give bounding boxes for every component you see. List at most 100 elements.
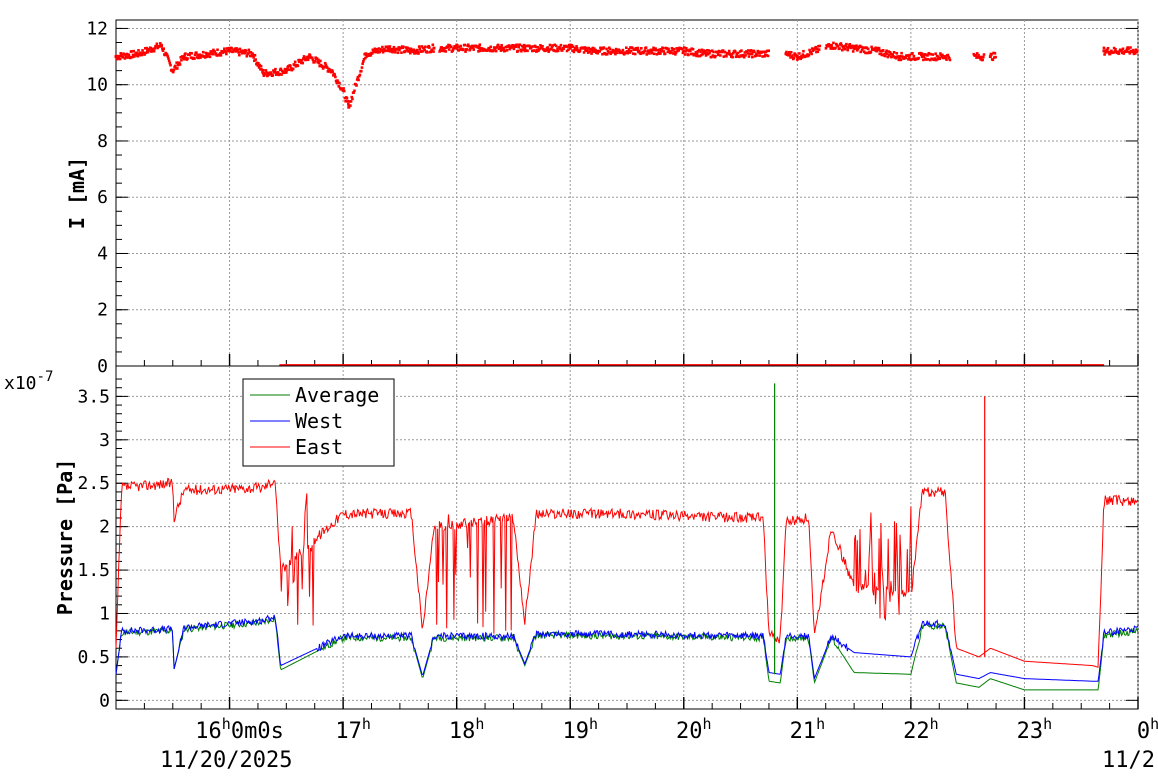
current-point [1117,52,1121,55]
current-point [798,55,802,59]
current-point-anchor [750,52,754,56]
current-y-tick-label: 6 [97,187,108,208]
current-zero-point [763,364,766,367]
current-point [400,51,403,54]
current-zero-point [810,364,814,367]
current-point [1121,51,1124,55]
legend-label-east: East [295,435,343,459]
current-point [417,52,420,55]
current-point [704,49,707,53]
current-zero-point [517,364,521,367]
current-point [127,53,131,57]
current-zero-point [928,364,932,367]
current-point [841,48,844,52]
current-point-anchor [943,55,947,59]
current-point [280,73,283,76]
current-zero-point [617,364,621,367]
current-point [799,57,803,61]
current-point [195,56,199,59]
current-zero-point [906,364,909,367]
current-point [734,55,738,59]
current-point [845,46,849,49]
current-point [255,61,259,65]
current-point [738,50,742,53]
current-point [1112,46,1116,50]
current-zero-point [853,364,857,367]
current-point [357,78,360,82]
current-point [158,42,162,45]
current-point [719,54,722,57]
current-point [344,99,347,103]
current-point [302,57,305,60]
current-point [636,46,640,50]
current-point [657,51,661,54]
current-point [990,53,993,56]
current-point [930,57,934,61]
current-point [895,52,899,55]
current-zero-point [926,364,930,367]
current-point [387,49,390,53]
current-zero-point [417,364,421,367]
current-zero-point [903,364,907,367]
current-point [631,46,634,50]
current-point-anchor [784,52,788,56]
current-point [325,66,329,69]
current-point [550,47,553,51]
current-point-anchor [898,55,902,59]
current-zero-point [1033,364,1036,367]
current-point [481,49,485,52]
current-zero-point [388,364,391,367]
current-point-anchor [659,49,663,53]
current-point [906,54,910,57]
current-point [240,50,243,53]
current-point [222,50,225,53]
current-point-anchor [988,55,992,59]
current-point [878,52,882,56]
current-point [684,50,687,53]
current-point [736,54,739,58]
current-zero-point [688,364,691,367]
current-zero-point [674,364,678,367]
current-point-anchor [330,69,334,73]
current-zero-point [710,364,714,367]
current-point [853,44,857,48]
current-point [466,43,470,47]
current-zero-point [538,364,541,367]
current-point [406,46,409,50]
current-point [806,53,809,56]
current-point [349,100,353,103]
current-point [727,49,731,53]
current-zero-point [663,364,666,367]
current-point [125,52,129,56]
current-point [758,54,762,57]
current-point [520,49,523,53]
current-point [928,58,932,62]
current-point [920,52,924,55]
current-point [224,50,227,54]
current-zero-point [992,364,996,367]
current-point [225,52,228,56]
current-point [721,49,725,52]
current-point [211,52,215,56]
current-point [687,53,690,57]
current-point [702,49,706,52]
current-point [423,48,426,52]
pressure-line-east [115,477,1139,668]
current-point-anchor [307,55,311,59]
current-point [907,56,911,59]
current-point [815,47,819,51]
pressure-x-tick-label: 20h [676,715,712,744]
current-zero-point [981,364,984,367]
current-point [328,68,332,71]
current-point [846,48,850,52]
current-zero-point [672,364,675,367]
current-point [840,44,843,47]
current-point [743,51,747,54]
current-point [243,51,247,55]
current-point [674,53,677,56]
current-point [197,54,201,58]
current-point [233,47,237,51]
current-point [321,65,324,68]
current-zero-point [813,364,816,367]
current-point [594,48,597,52]
